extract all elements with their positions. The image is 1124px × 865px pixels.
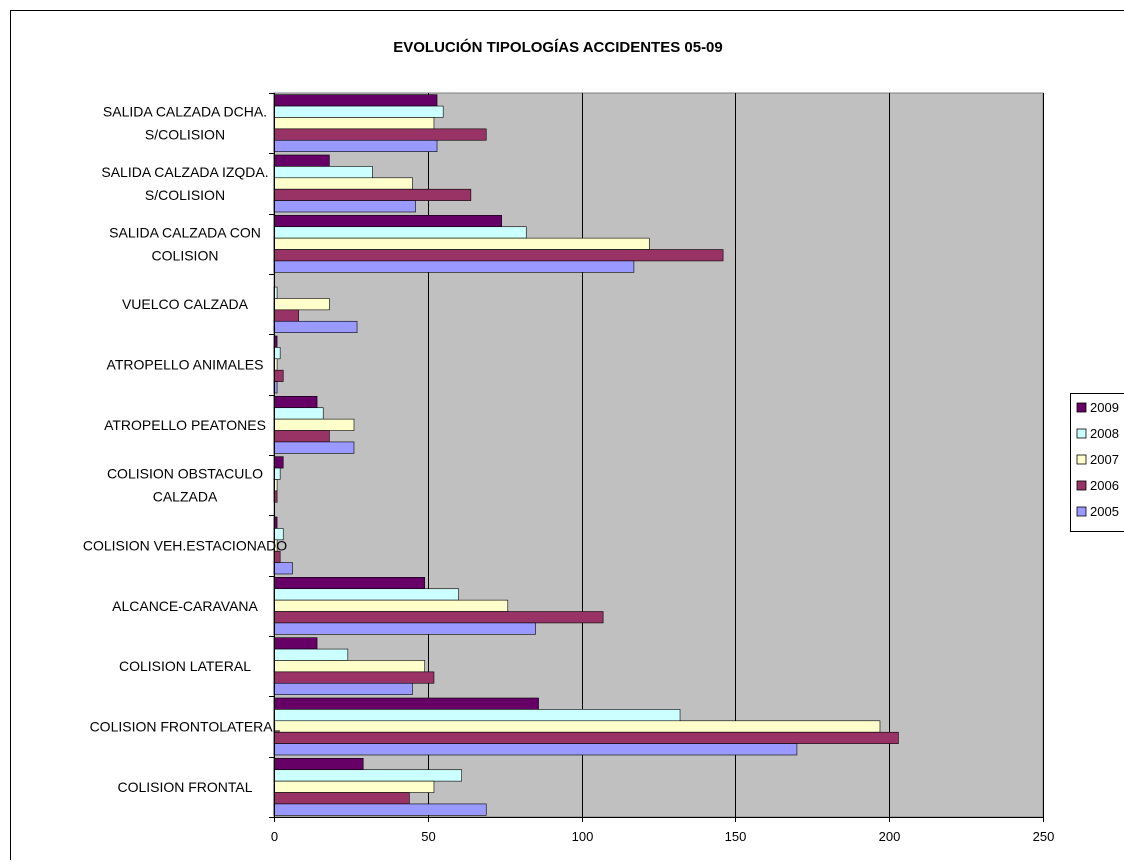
legend: 2009 2008 2007 2006 2005 bbox=[1071, 394, 1124, 532]
bar-2009-6 bbox=[274, 396, 317, 407]
bar-2006-11 bbox=[274, 129, 486, 140]
y-tick-label-6: ATROPELLO PEATONES bbox=[104, 417, 266, 433]
bar-2008-1 bbox=[274, 709, 680, 720]
bar-2005-1 bbox=[274, 744, 797, 755]
bar-2006-3 bbox=[274, 612, 603, 623]
bar-2007-6 bbox=[274, 419, 354, 430]
bar-2006-6 bbox=[274, 431, 329, 442]
bar-2005-0 bbox=[274, 804, 486, 815]
bar-2009-1 bbox=[274, 698, 539, 709]
legend-swatch-2008 bbox=[1077, 429, 1086, 438]
bar-2005-11 bbox=[274, 140, 437, 151]
bar-2009-3 bbox=[274, 577, 425, 588]
y-tick-label-line: COLISION FRONTAL bbox=[117, 779, 252, 795]
y-tick-label-line: S/COLISION bbox=[145, 127, 225, 143]
x-tick-label-250: 250 bbox=[1033, 829, 1055, 844]
y-tick-label-3: ALCANCE-CARAVANA bbox=[112, 598, 258, 614]
y-tick-label-line: ATROPELLO PEATONES bbox=[104, 417, 266, 433]
y-tick-label-line: ATROPELLO ANIMALES bbox=[107, 357, 264, 373]
bar-2008-2 bbox=[274, 649, 348, 660]
bar-2008-3 bbox=[274, 589, 459, 600]
bar-2008-11 bbox=[274, 106, 443, 117]
bar-2006-7 bbox=[274, 370, 283, 381]
bar-2005-4 bbox=[274, 563, 292, 574]
x-tick-label-0: 0 bbox=[271, 829, 278, 844]
y-tick-label-line: SALIDA CALZADA CON bbox=[109, 224, 261, 240]
bar-2007-11 bbox=[274, 117, 434, 128]
legend-swatch-2007 bbox=[1077, 455, 1086, 464]
legend-label-2006: 2006 bbox=[1090, 478, 1119, 493]
bar-2008-9 bbox=[274, 227, 526, 238]
legend-swatch-2006 bbox=[1077, 481, 1086, 490]
bar-2005-6 bbox=[274, 442, 354, 453]
bar-2008-6 bbox=[274, 408, 323, 419]
bar-2007-10 bbox=[274, 178, 412, 189]
y-tick-label-line: SALIDA CALZADA IZQDA. bbox=[101, 164, 268, 180]
legend-label-2005: 2005 bbox=[1090, 504, 1119, 519]
bar-2005-2 bbox=[274, 683, 412, 694]
bar-2006-2 bbox=[274, 672, 434, 683]
bar-2009-11 bbox=[274, 95, 437, 106]
bar-2006-10 bbox=[274, 189, 471, 200]
legend-label-2009: 2009 bbox=[1090, 400, 1119, 415]
x-tick-label-150: 150 bbox=[725, 829, 747, 844]
y-tick-label-4: COLISION VEH.ESTACIONADO bbox=[83, 538, 287, 554]
bar-2008-0 bbox=[274, 770, 462, 781]
y-tick-label-line: CALZADA bbox=[153, 489, 218, 505]
y-tick-label-line: COLISION VEH.ESTACIONADO bbox=[83, 538, 287, 554]
legend-swatch-2005 bbox=[1077, 507, 1086, 516]
y-tick-label-line: VUELCO CALZADA bbox=[122, 296, 249, 312]
bar-2007-2 bbox=[274, 660, 425, 671]
y-tick-label-line: COLISION bbox=[152, 247, 219, 263]
bar-2008-10 bbox=[274, 166, 372, 177]
legend-label-2007: 2007 bbox=[1090, 452, 1119, 467]
bar-2006-8 bbox=[274, 310, 299, 321]
bar-2009-5 bbox=[274, 457, 283, 468]
bar-2005-9 bbox=[274, 261, 634, 272]
y-tick-label-8: VUELCO CALZADA bbox=[122, 296, 249, 312]
y-tick-label-line: ALCANCE-CARAVANA bbox=[112, 598, 258, 614]
y-tick-label-7: ATROPELLO ANIMALES bbox=[107, 357, 264, 373]
x-tick-label-50: 50 bbox=[421, 829, 435, 844]
chart-title: EVOLUCIÓN TIPOLOGÍAS ACCIDENTES 05-09 bbox=[393, 38, 723, 56]
y-tick-label-line: SALIDA CALZADA DCHA. bbox=[103, 104, 267, 120]
y-tick-label-2: COLISION LATERAL bbox=[119, 658, 251, 674]
bar-2009-2 bbox=[274, 638, 317, 649]
bar-2007-8 bbox=[274, 298, 329, 309]
bar-2007-3 bbox=[274, 600, 508, 611]
bar-2005-3 bbox=[274, 623, 535, 634]
legend-label-2008: 2008 bbox=[1090, 426, 1119, 441]
bar-2009-10 bbox=[274, 155, 329, 166]
x-tick-label-100: 100 bbox=[572, 829, 594, 844]
bar-2006-1 bbox=[274, 732, 898, 743]
y-tick-label-1: COLISION FRONTOLATERAL bbox=[90, 719, 281, 735]
bar-2007-0 bbox=[274, 781, 434, 792]
y-tick-label-line: S/COLISION bbox=[145, 187, 225, 203]
legend-swatch-2009 bbox=[1077, 403, 1086, 412]
bar-2005-10 bbox=[274, 201, 415, 212]
y-tick-label-line: COLISION OBSTACULO bbox=[107, 466, 263, 482]
y-tick-label-line: COLISION FRONTOLATERAL bbox=[90, 719, 281, 735]
y-tick-label-line: COLISION LATERAL bbox=[119, 658, 251, 674]
bar-2009-0 bbox=[274, 758, 363, 769]
bar-2006-0 bbox=[274, 793, 409, 804]
bar-2005-8 bbox=[274, 321, 357, 332]
x-tick-label-200: 200 bbox=[879, 829, 901, 844]
bar-2006-9 bbox=[274, 250, 723, 261]
y-tick-label-0: COLISION FRONTAL bbox=[117, 779, 252, 795]
bar-2007-1 bbox=[274, 721, 880, 732]
bar-2009-9 bbox=[274, 215, 502, 226]
bar-2007-9 bbox=[274, 238, 649, 249]
